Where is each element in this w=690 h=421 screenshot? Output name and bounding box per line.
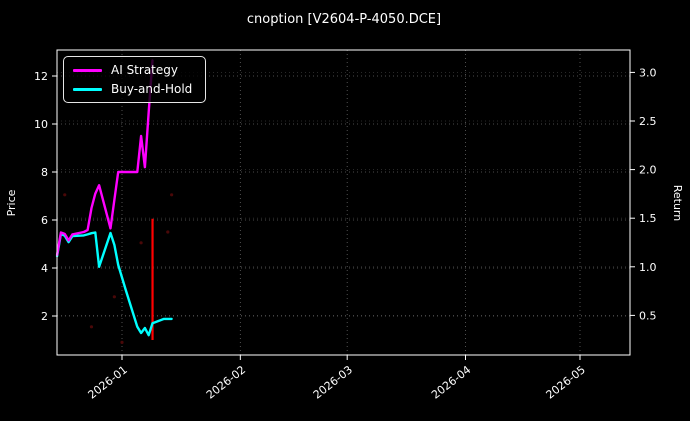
y-tick-label-left: 6 xyxy=(41,214,48,227)
y-tick-label-right: 2.5 xyxy=(639,115,657,128)
noise-dot xyxy=(166,230,170,234)
legend-item-buy-and-hold: Buy-and-Hold xyxy=(73,81,192,97)
y-tick-label-right: 1.5 xyxy=(639,212,657,225)
buy-and-hold-line-swatch-icon xyxy=(73,87,102,91)
y-tick-label-right: 2.0 xyxy=(639,164,657,177)
plot-border xyxy=(56,49,631,356)
x-tick-label: 2026-02 xyxy=(204,363,248,402)
noise-dot xyxy=(170,193,174,197)
y-axis-right-label: Return xyxy=(671,185,684,222)
ai-strategy-line xyxy=(55,59,154,257)
noise-dot xyxy=(112,295,116,299)
x-tick-label: 2026-05 xyxy=(544,363,588,402)
x-tick-label: 2026-04 xyxy=(429,363,473,402)
legend-label: AI Strategy xyxy=(111,63,178,77)
x-tick-label: 2026-01 xyxy=(86,363,130,402)
axis-ticks: 2 4 6 8 10 12 0.5 1.0 1.5 2.0 2.5 3.0 2026-01 2026-02… xyxy=(34,66,657,401)
noise-dot xyxy=(89,325,94,329)
grid-lines xyxy=(57,50,630,355)
noise-dot xyxy=(139,241,143,245)
plot-series xyxy=(55,59,174,344)
x-tick-label: 2026-03 xyxy=(311,363,355,402)
y-tick-label-right: 3.0 xyxy=(639,66,657,79)
y-tick-label-right: 0.5 xyxy=(639,309,657,322)
legend-box: AI Strategy Buy-and-Hold xyxy=(63,56,207,103)
noise-dot xyxy=(63,193,67,197)
y-tick-label-right: 1.0 xyxy=(639,261,657,274)
y-tick-label-left: 4 xyxy=(41,262,48,275)
ai-strategy-line-swatch-icon xyxy=(73,68,102,72)
chart-title: cnoption [V2604-P-4050.DCE] xyxy=(247,12,441,27)
y-axis-left-label: Price xyxy=(5,189,18,216)
buy-and-hold-line xyxy=(55,231,173,337)
y-tick-label-left: 12 xyxy=(34,70,48,83)
y-tick-label-left: 8 xyxy=(41,166,48,179)
legend-label: Buy-and-Hold xyxy=(111,82,193,96)
y-tick-label-left: 2 xyxy=(41,310,48,323)
y-tick-label-left: 10 xyxy=(34,118,48,131)
legend-item-ai-strategy: AI Strategy xyxy=(73,62,192,78)
noise-dot xyxy=(120,340,124,344)
